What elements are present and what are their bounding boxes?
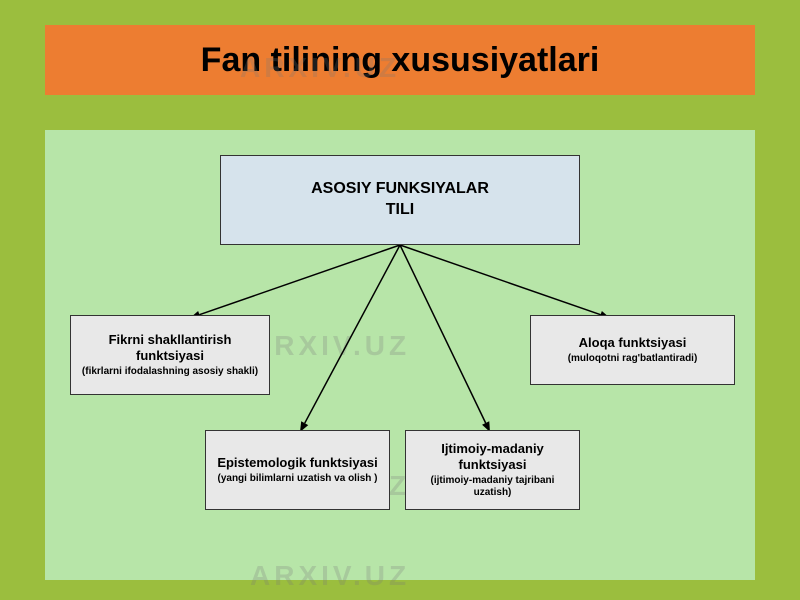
main-box-line1: ASOSIY FUNKSIYALAR <box>311 179 489 200</box>
slide-outer-bg: Fan tilining xususiyatlari ARXIV.UZ ARXI… <box>0 0 800 600</box>
main-box: ASOSIY FUNKSIYALAR TILI <box>220 155 580 245</box>
box-aloqa: Aloqa funktsiyasi (muloqotni rag'batlant… <box>530 315 735 385</box>
box-fikrni: Fikrni shakllantirish funktsiyasi (fikrl… <box>70 315 270 395</box>
box-fikrni-subtitle: (fikrlarni ifodalashning asosiy shakli) <box>82 366 258 378</box>
box-epistemologik-title: Epistemologik funktsiyasi <box>217 455 377 471</box>
main-box-line2: TILI <box>386 200 414 221</box>
watermark-text: ARXIV.UZ <box>250 330 410 362</box>
box-epistemologik-subtitle: (yangi bilimlarni uzatish va olish ) <box>217 473 377 485</box>
watermark-text: ARXIV.UZ <box>240 52 400 84</box>
box-ijtimoiy: Ijtimoiy-madaniy funktsiyasi (ijtimoiy-m… <box>405 430 580 510</box>
box-aloqa-subtitle: (muloqotni rag'batlantiradi) <box>568 353 698 365</box>
box-fikrni-title: Fikrni shakllantirish funktsiyasi <box>77 332 263 363</box>
box-ijtimoiy-subtitle: (ijtimoiy-madaniy tajribani uzatish) <box>412 475 573 499</box>
box-aloqa-title: Aloqa funktsiyasi <box>579 335 687 351</box>
box-ijtimoiy-title: Ijtimoiy-madaniy funktsiyasi <box>412 441 573 472</box>
watermark-text: ARXIV.UZ <box>250 560 410 592</box>
box-epistemologik: Epistemologik funktsiyasi (yangi bilimla… <box>205 430 390 510</box>
